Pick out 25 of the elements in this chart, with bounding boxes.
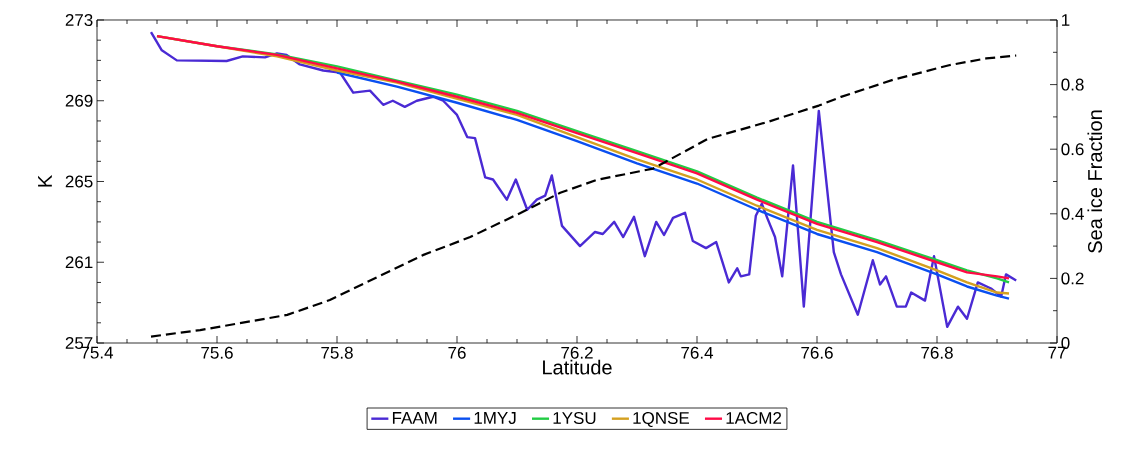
x-tick-label: 75.6 xyxy=(201,346,233,359)
y2-tick-label: 0.4 xyxy=(1061,207,1084,220)
x-tick-label: 76.8 xyxy=(921,346,953,359)
legend-label: 1MYJ xyxy=(474,412,516,424)
y-tick-label: 261 xyxy=(65,256,93,269)
x-tick-label: 75.8 xyxy=(321,346,353,359)
x-tick-label: 76.4 xyxy=(681,346,714,359)
line-series xyxy=(335,71,1011,300)
y-axis-title: K xyxy=(38,175,52,187)
y2-tick-label: 1 xyxy=(1062,14,1070,26)
y2-tick-label: 0.6 xyxy=(1061,143,1084,156)
y-tick-label: 273 xyxy=(65,13,93,27)
y2-tick-label: 0.2 xyxy=(1061,272,1084,285)
x-tick-label: 76.2 xyxy=(561,346,593,359)
y-tick-label: 265 xyxy=(65,175,93,188)
x-tick-label: 76.6 xyxy=(801,346,833,359)
y2-tick-label: 0.8 xyxy=(1061,78,1084,91)
y-tick-label: 269 xyxy=(65,94,93,107)
legend-label: 1ACM2 xyxy=(726,412,782,425)
legend-label: 1YSU xyxy=(553,412,596,425)
x-axis-title: Latitude xyxy=(543,359,612,375)
x-tick-label: 76 xyxy=(448,346,466,359)
legend-label: FAAM xyxy=(392,412,437,424)
y2-axis-title: Sea ice Fraction xyxy=(1087,110,1103,253)
legend-label: 1QNSE xyxy=(633,412,690,428)
